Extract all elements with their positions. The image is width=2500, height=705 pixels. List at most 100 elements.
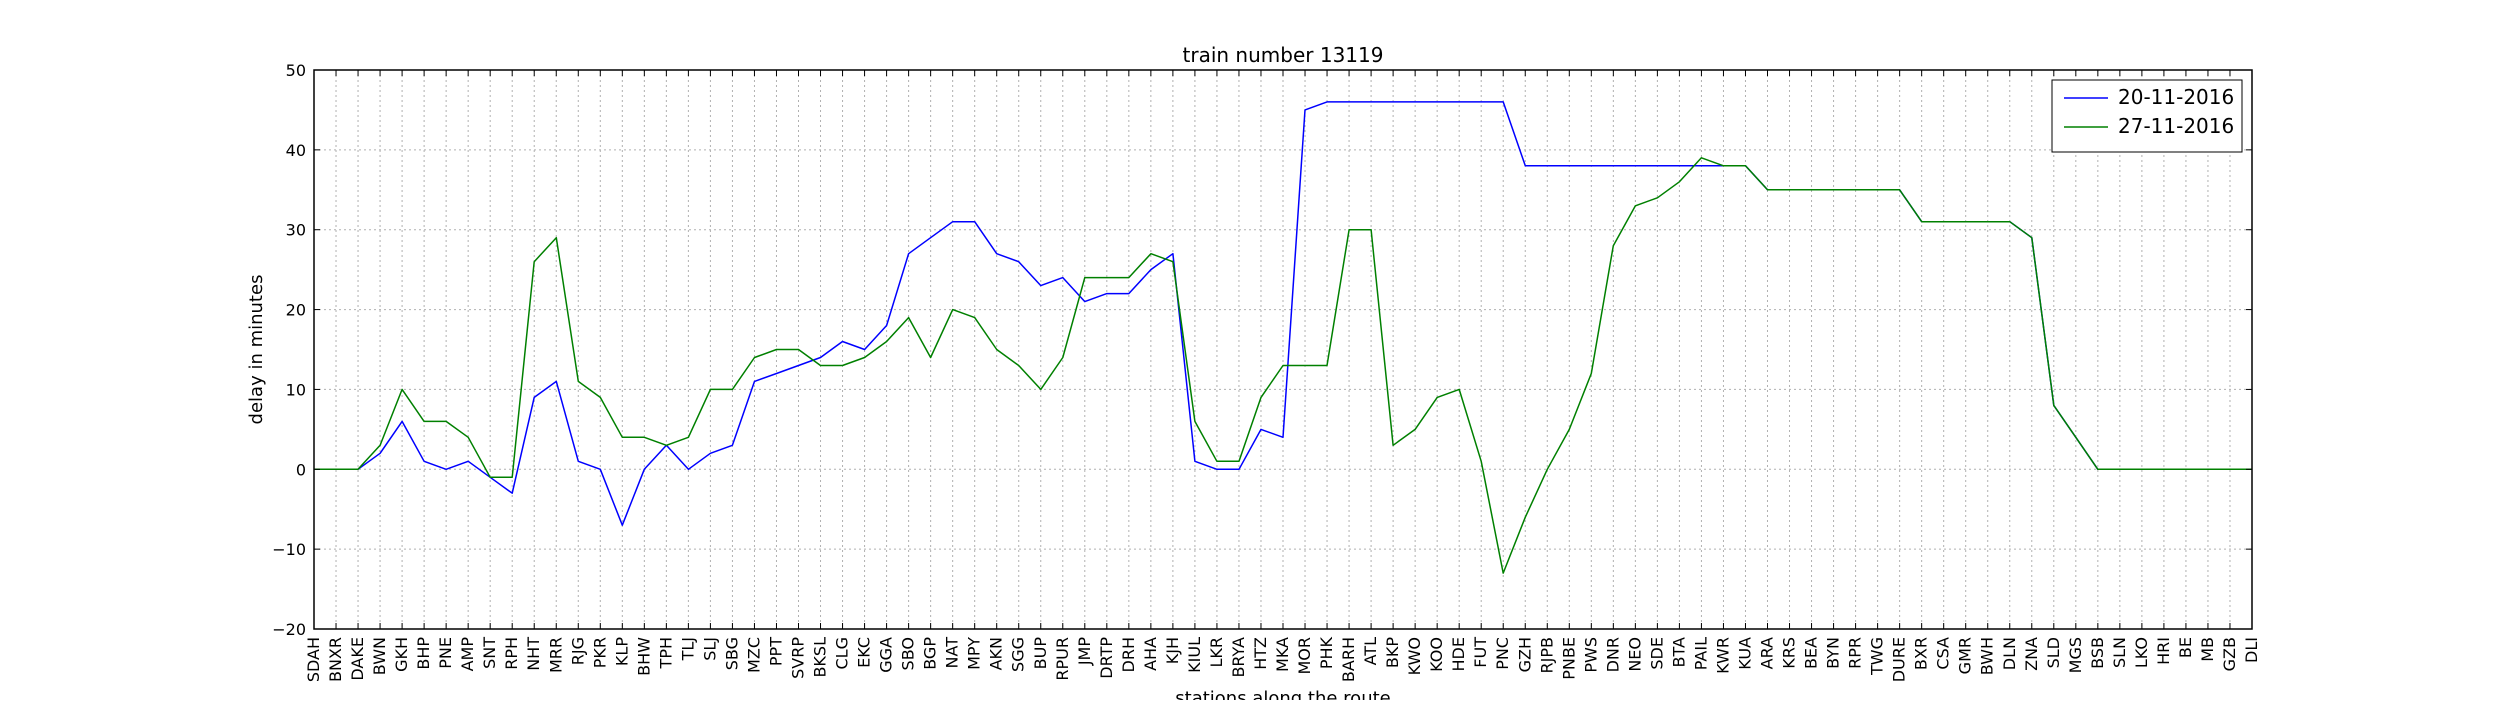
chart-title: train number 13119 [1183, 43, 1384, 67]
x-tick-label: DRTP [1097, 637, 1116, 679]
x-tick-label: SBO [899, 637, 918, 670]
x-tick-label: MB [2198, 637, 2217, 662]
x-tick-label: AHA [1141, 637, 1160, 671]
x-tick-label: TLJ [678, 637, 697, 661]
x-tick-label: NEO [1625, 637, 1644, 672]
x-tick-label: BARH [1339, 637, 1358, 682]
x-tick-label: SDAH [304, 637, 323, 682]
x-tick-label: TWG [1868, 637, 1887, 676]
x-tick-label: JMP [1075, 637, 1094, 667]
x-tick-label: KJH [1163, 637, 1182, 664]
x-tick-label: BE [2176, 637, 2195, 658]
x-tick-label: ZNA [2022, 637, 2041, 671]
x-tick-label: BHW [634, 637, 653, 676]
x-tick-label: AMP [458, 637, 477, 672]
y-tick-label: 30 [286, 221, 306, 240]
x-tick-label: NAT [943, 637, 962, 669]
x-tick-label: SLD [2044, 637, 2063, 668]
x-tick-label: MKA [1273, 637, 1292, 672]
x-tick-label: NHT [524, 637, 543, 671]
x-tick-label: GGA [877, 637, 896, 673]
x-tick-label: SNT [480, 637, 499, 669]
x-tick-label: MZC [744, 637, 763, 673]
x-tick-label: TPH [656, 637, 675, 669]
y-tick-label: 10 [286, 380, 306, 399]
x-tick-label: BGP [921, 637, 940, 670]
x-tick-label: KLP [612, 637, 631, 666]
x-tick-label: MGS [2066, 637, 2085, 673]
grid-layer [313, 69, 2253, 630]
x-tick-label: SLJ [700, 637, 719, 661]
x-tick-label: DAKE [348, 637, 367, 681]
x-tick-label: BKP [1383, 637, 1402, 668]
x-tick-label: BEA [1802, 637, 1821, 669]
x-tick-label: MRR [546, 637, 565, 673]
x-tick-label: PHK [1317, 636, 1336, 669]
x-tick-label: BXR [1912, 637, 1931, 670]
x-tick-label: DLI [2242, 637, 2261, 663]
x-tick-label: FUT [1471, 637, 1490, 668]
x-tick-label: PNC [1493, 637, 1512, 670]
x-tick-label: DNR [1603, 637, 1622, 672]
y-tick-label: −20 [272, 620, 306, 639]
x-tick-label: SBG [722, 637, 741, 670]
x-tick-label: PKR [590, 637, 609, 668]
x-tick-label: KIUL [1185, 637, 1204, 673]
x-tick-label: ATL [1361, 637, 1380, 665]
x-tick-label: SGG [1009, 637, 1028, 672]
x-tick-label: LKR [1207, 637, 1226, 668]
y-tick-label: 50 [286, 61, 306, 80]
x-tick-label: MPY [965, 637, 984, 670]
x-axis-label: stations along the route [1175, 688, 1390, 700]
x-tick-label: RPR [1846, 637, 1865, 669]
y-tick-label: 20 [286, 301, 306, 320]
x-tick-label: BSB [2088, 637, 2107, 669]
x-tick-label: CSA [1934, 637, 1953, 670]
x-tick-label: RPUR [1053, 637, 1072, 681]
x-tick-label: SDE [1647, 637, 1666, 670]
legend-box [2051, 79, 2243, 153]
x-tick-label: PNBE [1559, 637, 1578, 680]
x-tick-label: BWH [1978, 637, 1997, 675]
x-tick-label: PAIL [1691, 637, 1710, 670]
x-tick-label: EKC [855, 637, 874, 668]
y-axis-label: delay in minutes [246, 275, 267, 425]
legend-entry-label: 27-11-2016 [2118, 114, 2234, 138]
x-tick-label: GKH [392, 637, 411, 672]
x-tick-label: KWO [1405, 637, 1424, 675]
x-tick-label: BHP [414, 637, 433, 670]
ticks-layer: SDAH BNXR DAKE BWN GKH BHP PNE AMP SNT RPH NHT MRR R… [272, 61, 2261, 682]
x-tick-label: BRYA [1229, 637, 1248, 678]
y-tick-label: 40 [286, 141, 306, 160]
y-tick-label: −10 [272, 540, 306, 559]
series-line-27-11-2016 [314, 157, 2252, 574]
x-tick-label: HRI [2154, 637, 2173, 665]
x-tick-label: RJG [568, 637, 587, 665]
x-tick-label: GZB [2220, 637, 2239, 671]
x-tick-label: CLG [833, 637, 852, 669]
x-tick-label: DRH [1119, 637, 1138, 672]
x-tick-label: SVRP [789, 637, 808, 679]
x-tick-label: PWS [1581, 637, 1600, 673]
x-tick-label: BWN [370, 637, 389, 675]
plot-frame [313, 69, 2253, 630]
x-tick-label: GZH [1515, 637, 1534, 672]
x-tick-label: DURE [1890, 637, 1909, 682]
x-tick-label: PNE [436, 637, 455, 669]
x-tick-label: MOR [1295, 637, 1314, 675]
x-tick-label: BYN [1824, 637, 1843, 669]
x-tick-label: BUP [1031, 637, 1050, 670]
x-tick-label: HDE [1449, 637, 1468, 671]
x-tick-label: KRS [1780, 637, 1799, 669]
x-tick-label: ARA [1758, 637, 1777, 669]
x-tick-label: SLN [2110, 637, 2129, 668]
x-tick-label: RPH [502, 637, 521, 670]
y-tick-label: 0 [296, 460, 306, 479]
x-tick-label: KOO [1427, 637, 1446, 672]
x-tick-label: BTA [1669, 637, 1688, 668]
x-tick-label: DLN [2000, 637, 2019, 670]
x-tick-label: HTZ [1251, 637, 1270, 670]
x-tick-label: BNXR [326, 637, 345, 682]
